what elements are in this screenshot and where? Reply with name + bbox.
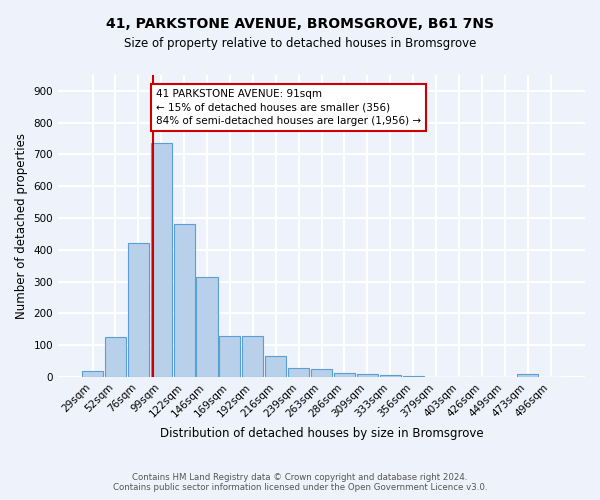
Bar xyxy=(173,224,194,377)
X-axis label: Distribution of detached houses by size in Bromsgrove: Distribution of detached houses by size … xyxy=(160,427,484,440)
Text: 41 PARKSTONE AVENUE: 91sqm
← 15% of detached houses are smaller (356)
84% of sem: 41 PARKSTONE AVENUE: 91sqm ← 15% of deta… xyxy=(156,90,421,126)
Text: 41, PARKSTONE AVENUE, BROMSGROVE, B61 7NS: 41, PARKSTONE AVENUE, BROMSGROVE, B61 7N… xyxy=(106,18,494,32)
Bar xyxy=(151,144,172,377)
Bar xyxy=(242,336,263,377)
Bar xyxy=(334,373,355,377)
Bar xyxy=(380,376,401,377)
Bar xyxy=(288,368,309,377)
Bar xyxy=(105,337,126,377)
Bar xyxy=(220,336,241,377)
Bar xyxy=(357,374,378,377)
Bar xyxy=(128,244,149,377)
Y-axis label: Number of detached properties: Number of detached properties xyxy=(15,133,28,319)
Bar xyxy=(311,369,332,377)
Bar xyxy=(196,277,218,377)
Bar xyxy=(265,356,286,377)
Bar xyxy=(517,374,538,377)
Bar xyxy=(82,370,103,377)
Text: Size of property relative to detached houses in Bromsgrove: Size of property relative to detached ho… xyxy=(124,38,476,51)
Text: Contains HM Land Registry data © Crown copyright and database right 2024.: Contains HM Land Registry data © Crown c… xyxy=(132,474,468,482)
Bar xyxy=(403,376,424,377)
Text: Contains public sector information licensed under the Open Government Licence v3: Contains public sector information licen… xyxy=(113,484,487,492)
